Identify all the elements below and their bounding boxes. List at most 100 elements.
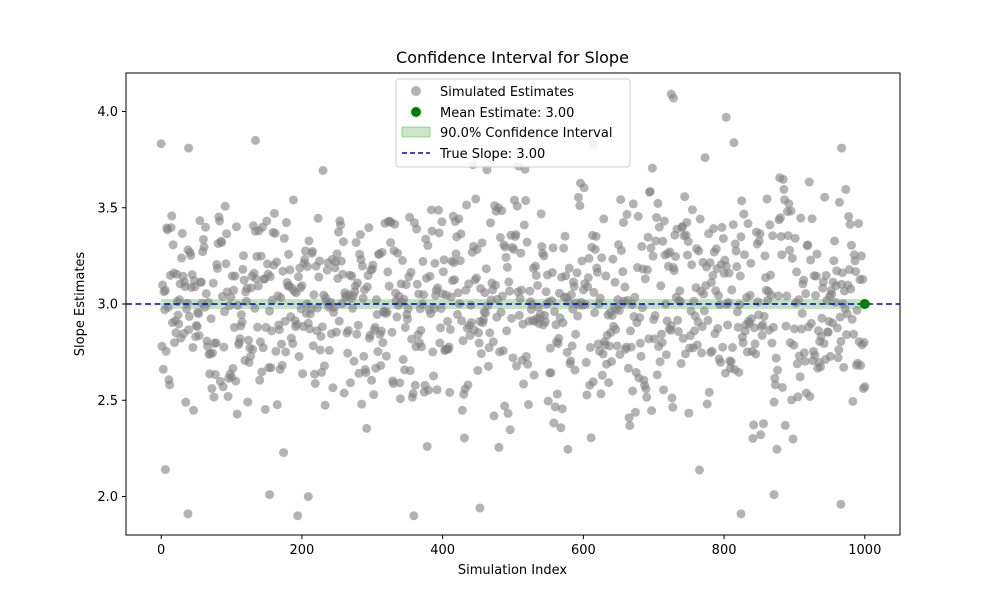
scatter-point	[582, 390, 592, 400]
scatter-point	[554, 333, 564, 343]
scatter-point	[717, 222, 727, 232]
scatter-point	[482, 165, 492, 175]
scatter-point	[562, 347, 572, 357]
scatter-point	[573, 192, 583, 202]
scatter-point	[378, 338, 388, 348]
scatter-point	[859, 338, 869, 348]
scatter-point	[769, 490, 779, 500]
scatter-point	[400, 322, 410, 332]
scatter-point	[462, 200, 472, 210]
confidence-interval-band	[161, 299, 865, 309]
scatter-point	[737, 196, 747, 206]
scatter-point	[713, 291, 723, 301]
scatter-point	[779, 184, 789, 194]
scatter-point	[820, 192, 830, 202]
scatter-point	[776, 231, 786, 241]
scatter-point	[318, 165, 328, 175]
scatter-point	[668, 93, 678, 103]
scatter-point	[667, 393, 677, 403]
scatter-point	[435, 338, 445, 348]
scatter-point	[637, 241, 647, 251]
scatter-point	[427, 226, 437, 236]
scatter-point	[156, 139, 166, 149]
scatter-point	[563, 444, 573, 454]
scatter-point	[834, 197, 844, 207]
scatter-point	[304, 236, 314, 246]
scatter-point	[230, 271, 240, 281]
scatter-point	[496, 307, 506, 317]
scatter-point	[405, 366, 415, 376]
scatter-point	[455, 256, 465, 266]
mean-estimate-point	[859, 299, 870, 309]
scatter-point	[422, 441, 432, 451]
scatter-point	[398, 354, 408, 364]
scatter-point	[412, 279, 422, 289]
scatter-point	[376, 361, 386, 371]
scatter-point	[395, 394, 405, 404]
scatter-point	[271, 346, 281, 356]
scatter-point	[746, 258, 756, 268]
scatter-point	[766, 270, 776, 280]
scatter-point	[599, 214, 609, 224]
scatter-point	[192, 322, 202, 332]
scatter-point	[270, 228, 280, 238]
scatter-point	[276, 293, 286, 303]
scatter-point	[308, 341, 318, 351]
scatter-point	[585, 342, 595, 352]
scatter-point	[303, 262, 313, 272]
scatter-point	[386, 238, 396, 248]
scatter-point	[734, 367, 744, 377]
legend: Simulated Estimates Mean Estimate: 3.00 …	[395, 78, 631, 168]
scatter-point	[219, 342, 229, 352]
scatter-point	[466, 317, 476, 327]
scatter-point	[557, 404, 567, 414]
scatter-point	[721, 112, 731, 122]
legend-label-true-slope: True Slope: 3.00	[439, 147, 545, 162]
scatter-point	[797, 308, 807, 318]
scatter-point	[700, 153, 710, 163]
scatter-point	[453, 288, 463, 298]
scatter-point	[471, 273, 481, 283]
scatter-point	[343, 325, 353, 335]
confidence-interval-rect	[161, 299, 865, 309]
scatter-point	[490, 280, 500, 290]
scatter-point	[770, 380, 780, 390]
scatter-point	[529, 370, 539, 380]
scatter-point	[646, 243, 656, 253]
scatter-point	[451, 249, 461, 259]
scatter-point	[760, 251, 770, 261]
scatter-point	[625, 421, 635, 431]
scatter-point	[503, 408, 513, 418]
scatter-point	[443, 316, 453, 326]
scatter-point	[333, 227, 343, 237]
scatter-point	[716, 357, 726, 367]
scatter-point	[597, 253, 607, 263]
scatter-point	[314, 272, 324, 282]
scatter-point	[328, 383, 338, 393]
y-tick-label: 3.5	[97, 201, 118, 216]
scatter-point	[243, 397, 253, 407]
scatter-point	[298, 369, 308, 379]
scatter-point	[194, 331, 204, 341]
scatter-point	[310, 369, 320, 379]
scatter-point	[288, 339, 298, 349]
scatter-point	[403, 304, 413, 314]
scatter-point	[604, 341, 614, 351]
scatter-point	[736, 509, 746, 519]
scatter-point	[687, 205, 697, 215]
scatter-point	[243, 335, 253, 345]
scatter-point	[622, 209, 632, 219]
scatter-point	[637, 303, 647, 313]
scatter-point	[373, 347, 383, 357]
scatter-point	[310, 378, 320, 388]
scatter-point	[193, 309, 203, 319]
scatter-point	[347, 271, 357, 281]
legend-marker-simulated	[411, 86, 421, 96]
scatter-point	[705, 258, 715, 268]
scatter-point	[620, 282, 630, 292]
scatter-point	[207, 384, 217, 394]
scatter-point	[846, 284, 856, 294]
scatter-point	[610, 277, 620, 287]
scatter-point	[543, 396, 553, 406]
scatter-point	[362, 282, 372, 292]
